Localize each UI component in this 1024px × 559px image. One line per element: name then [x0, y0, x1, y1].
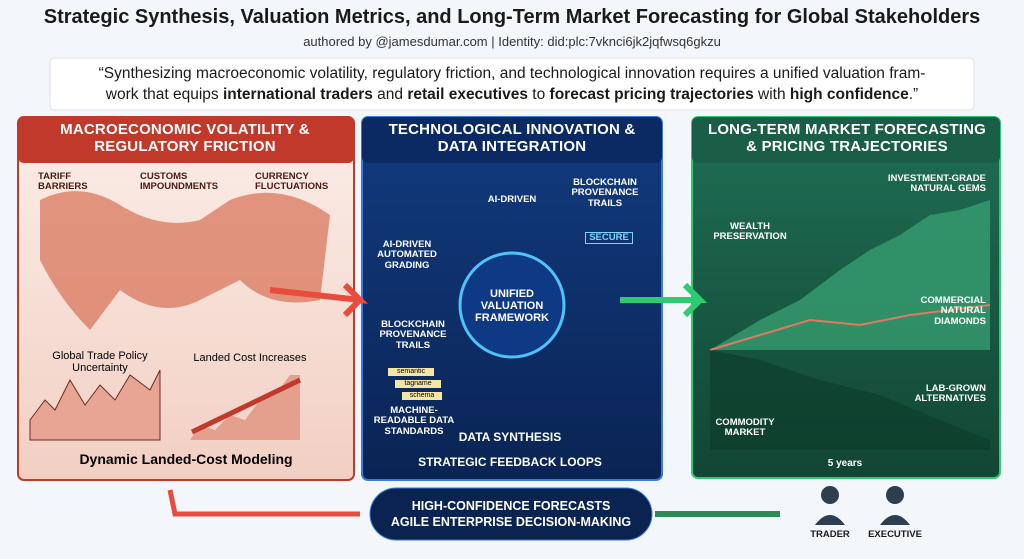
left-header — [18, 117, 354, 163]
gems-trend — [710, 200, 990, 350]
quote-line: “Synthesizing macroeconomic volatility, … — [50, 64, 974, 85]
standards-label: MACHINE-READABLE DATA STANDARDS — [373, 405, 455, 437]
quote-emphasis: international traders — [222, 85, 373, 103]
title: Strategic Synthesis, Valuation Metrics, … — [43, 6, 981, 28]
arrow-left-mid — [269, 282, 369, 318]
commodity-label: COMMODITY MARKET — [715, 417, 775, 439]
gems-label: INVESTMENT-GRADE NATURAL GEMS — [887, 173, 986, 195]
quote-emphasis: high confidence — [789, 85, 909, 103]
icon-label: CURRENCY FLUCTUATIONS — [255, 171, 329, 193]
framework-hub — [458, 251, 566, 359]
tag: tagname — [395, 380, 441, 388]
lab-trend — [710, 350, 990, 450]
tag: semantic — [388, 368, 434, 376]
quote-emphasis: forecast pricing trajectories — [549, 85, 754, 103]
diamonds-trend — [709, 304, 991, 351]
panel-title: MACROECONOMIC VOLATILITY & REGULATORY FR… — [60, 121, 310, 155]
lab-label: LAB-GROWN ALTERNATIVES — [914, 383, 986, 405]
quote-text: work that equips — [105, 85, 223, 103]
arrow-bottom-left — [167, 489, 360, 517]
quote-line: work that equips international traders a… — [50, 85, 974, 106]
chart-label: Global Trade Policy Uncertainty — [52, 350, 148, 375]
decisions-label: AGILE ENTERPRISE DECISION-MAKING — [390, 515, 632, 529]
quote-text: to — [527, 85, 550, 103]
quote-text: with — [753, 85, 790, 103]
tag: schema — [402, 392, 442, 400]
role-label: TRADER — [810, 529, 850, 540]
trader-icon — [821, 486, 839, 504]
provenance-label: BLOCKCHAIN PROVENANCE TRAILS — [571, 177, 639, 209]
arrow-mid-right — [620, 282, 708, 318]
provenance-label: BLOCKCHAIN PROVENANCE TRAILS — [379, 319, 447, 351]
ai-label: AI-DRIVEN — [487, 194, 537, 205]
quote-text: “Synthesizing macroeconomic volatility, … — [98, 65, 926, 82]
wealth-label: WEALTH PRESERVATION — [713, 221, 787, 243]
feedback-label: STRATEGIC FEEDBACK LOOPS — [418, 455, 602, 469]
quote-box — [49, 57, 975, 111]
bottom-pill — [369, 487, 653, 541]
quote-text: and — [372, 85, 408, 103]
quote-emphasis: retail executives — [407, 85, 528, 103]
quote: “Synthesizing macroeconomic volatility, … — [50, 64, 974, 106]
uncertainty-chart — [29, 369, 161, 441]
panel-footer: Dynamic Landed-Cost Modeling — [79, 451, 293, 467]
framework-label: UNIFIED VALUATION FRAMEWORK — [475, 288, 549, 325]
chart-label: Landed Cost Increases — [193, 352, 307, 364]
cost-arrow — [190, 377, 302, 435]
middle-header — [362, 117, 662, 163]
executive-icon — [886, 486, 904, 504]
quote-text: .” — [908, 85, 919, 103]
right-header — [692, 117, 1000, 163]
executive-body — [880, 515, 910, 525]
forecasts-label: HIGH-CONFIDENCE FORECASTS — [411, 499, 611, 513]
panel-title: TECHNOLOGICAL INNOVATION & DATA INTEGRAT… — [388, 121, 636, 155]
diamonds-label: COMMERCIAL NATURAL DIAMONDS — [920, 295, 986, 327]
byline: authored by @jamesdumar.com | Identity: … — [303, 34, 721, 49]
horizon-label: 5 years — [827, 458, 863, 469]
role-label: EXECUTIVE — [868, 529, 922, 540]
secure-label: SECURE — [585, 232, 633, 245]
world-map — [40, 191, 330, 330]
icon-label: CUSTOMS IMPOUNDMENTS — [140, 171, 219, 193]
grading-label: AI-DRIVEN AUTOMATED GRADING — [377, 239, 437, 271]
trader-body — [815, 515, 845, 525]
synthesis-label: DATA SYNTHESIS — [458, 430, 562, 444]
panel-title: LONG-TERM MARKET FORECASTING & PRICING T… — [707, 121, 987, 155]
icon-label: TARIFF BARRIERS — [38, 171, 88, 193]
cost-chart — [190, 375, 300, 440]
